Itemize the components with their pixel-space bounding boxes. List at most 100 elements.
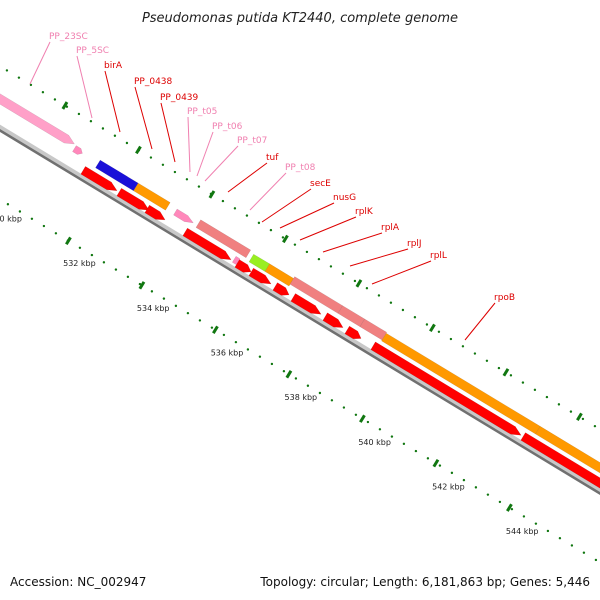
tick-dot <box>462 478 466 482</box>
tick-dot <box>341 272 345 275</box>
tick-dot <box>377 294 381 297</box>
tick-dot <box>233 207 237 210</box>
tick-dot <box>594 558 598 562</box>
tick-dot <box>17 76 21 79</box>
tick-dot <box>6 203 10 206</box>
cds-feature <box>182 227 232 261</box>
tick-dot <box>185 178 189 181</box>
tick-mark <box>355 279 363 288</box>
label-layer: PP_23SC PP_5SC birA PP_0438 PP_0439 PP_t05 PP_… <box>29 32 515 341</box>
tick-dot <box>534 522 538 525</box>
tick-dot <box>354 413 358 416</box>
leader-line <box>371 260 432 285</box>
feature-label: PP_t05 <box>187 107 217 117</box>
tick-dot <box>378 428 382 431</box>
kbp-label: 542 kbp <box>432 482 465 491</box>
tick-mark <box>432 458 440 468</box>
orange-feature <box>535 425 600 474</box>
cds-feature <box>248 267 272 285</box>
tick-dot <box>473 352 477 355</box>
tick-mark <box>138 281 146 290</box>
tick-dot <box>413 316 417 319</box>
kbp-label: 544 kbp <box>506 527 539 536</box>
tick-dot <box>414 449 418 453</box>
tick-mark <box>576 412 583 421</box>
rrna-small-feature <box>72 145 83 155</box>
kbp-label: 540 kbp <box>358 438 391 447</box>
tick-dot <box>533 388 537 392</box>
tick-dot <box>222 333 226 337</box>
leader-line <box>134 86 153 150</box>
tick-dot <box>450 471 454 475</box>
cds-feature <box>80 166 118 192</box>
backbone <box>0 124 600 495</box>
orange-feature <box>264 263 294 287</box>
leader-line <box>187 116 191 173</box>
feature-label: PP_23SC <box>49 32 88 42</box>
tick-dot <box>498 500 502 504</box>
tick-dot <box>558 537 562 540</box>
tick-dot <box>29 83 33 87</box>
tick-dot <box>486 493 490 496</box>
tick-dot <box>138 282 142 286</box>
leader-line <box>299 216 357 241</box>
tick-dot <box>173 170 177 174</box>
salmon-feature <box>337 305 366 328</box>
feature-label: tuf <box>266 153 279 163</box>
tick-dot <box>126 275 130 279</box>
tick-dot <box>293 243 297 246</box>
tick-dot <box>258 355 262 358</box>
tick-dot <box>198 319 202 322</box>
leader-line <box>76 55 93 119</box>
tick-dot <box>569 410 573 413</box>
feature-label: PP_t06 <box>212 122 243 132</box>
tick-mark <box>429 323 436 333</box>
tick-dot <box>197 185 201 188</box>
tick-dot <box>461 345 465 348</box>
tick-dot <box>245 214 249 217</box>
kbp-label: 536 kbp <box>211 349 244 358</box>
tick-dot <box>366 420 370 424</box>
tick-mark <box>212 325 219 334</box>
leader-line <box>349 248 409 267</box>
tick-dot <box>437 330 441 333</box>
leader-line <box>261 188 312 223</box>
leader-line <box>29 41 51 85</box>
tick-dot <box>77 112 81 116</box>
tick-dot <box>41 90 45 94</box>
tick-dot <box>353 279 357 283</box>
feature-label: PP_t07 <box>237 136 267 146</box>
feature-label: PP_0439 <box>160 93 199 103</box>
cds-feature <box>116 187 150 211</box>
tick-dot <box>401 308 405 312</box>
tick-dot <box>546 529 550 533</box>
leader-line <box>160 102 176 163</box>
leader-line <box>322 232 383 253</box>
tick-dot <box>510 507 514 511</box>
tick-dot <box>78 246 82 250</box>
tick-dot <box>42 224 46 228</box>
cds-feature <box>272 282 290 296</box>
tick-dot <box>186 311 190 315</box>
backbone-line-outer <box>0 124 600 493</box>
tick-dot <box>18 210 22 213</box>
tick-dot <box>53 98 57 101</box>
tick-dot <box>545 395 549 399</box>
tick-dot <box>113 134 117 137</box>
kbp-label: 530 kbp <box>0 215 22 224</box>
tick-mark <box>208 190 216 199</box>
cds-feature <box>322 312 344 328</box>
cds-feature <box>144 204 166 221</box>
leader-line <box>249 172 287 211</box>
tick-dot <box>54 232 58 235</box>
topology-text: Topology: circular; Length: 6,181,863 bp… <box>259 575 590 589</box>
cds-feature <box>520 432 600 489</box>
leader-line <box>196 131 214 177</box>
tick-dot <box>449 337 453 341</box>
tick-dot <box>330 399 334 402</box>
tick-dot <box>389 301 393 304</box>
tick-dot <box>90 253 94 257</box>
tick-mark <box>285 370 293 379</box>
leader-line <box>227 162 268 193</box>
